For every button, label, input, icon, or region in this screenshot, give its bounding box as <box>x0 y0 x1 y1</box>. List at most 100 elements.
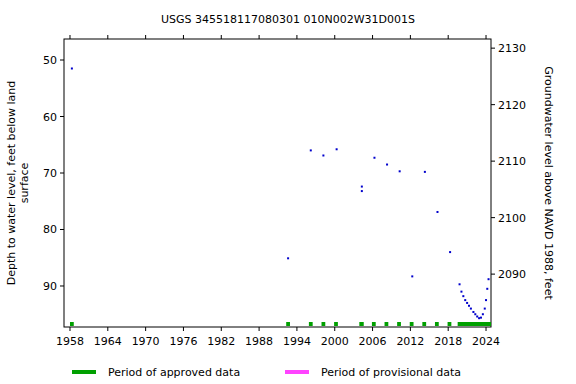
data-point <box>486 288 488 290</box>
y-tick <box>60 173 64 174</box>
data-point <box>361 186 363 188</box>
x-tick-label: 1964 <box>94 335 122 348</box>
x-tick-top <box>259 35 260 39</box>
period-bar <box>458 322 491 326</box>
y-tick-label: 50 <box>43 54 57 67</box>
period-bar <box>422 322 426 326</box>
x-tick <box>107 327 108 331</box>
data-point <box>310 149 312 151</box>
title: USGS 345518117080301 010N002W31D001S <box>161 13 415 26</box>
legend-label: Period of provisional data <box>321 366 461 379</box>
x-tick <box>448 327 449 331</box>
plot-marks <box>70 67 491 326</box>
data-point <box>472 311 474 313</box>
x-tick-top <box>183 35 184 39</box>
period-bar <box>286 322 290 326</box>
x-tick <box>69 327 70 331</box>
x-tick-top <box>486 35 487 39</box>
x-tick-top <box>448 35 449 39</box>
x-tick <box>296 327 297 331</box>
x-tick <box>334 327 335 331</box>
y2-tick <box>491 274 495 275</box>
data-point <box>488 278 490 280</box>
data-point <box>480 317 482 319</box>
plot-frame <box>64 39 491 327</box>
y2-tick <box>491 104 495 105</box>
period-bar <box>359 322 363 326</box>
x-tick-label: 1976 <box>169 335 197 348</box>
x-tick <box>486 327 487 331</box>
x-tick-top <box>372 35 373 39</box>
x-tick-label: 1970 <box>132 335 160 348</box>
x-tick-label: 2006 <box>359 335 387 348</box>
y2-tick <box>491 217 495 218</box>
x-tick-label: 2012 <box>396 335 424 348</box>
x-tick <box>372 327 373 331</box>
data-point <box>361 190 363 192</box>
y-tick-label: 90 <box>43 280 57 293</box>
x-tick <box>145 327 146 331</box>
data-point <box>464 299 466 301</box>
legend-label: Period of approved data <box>108 366 240 379</box>
x-tick-label: 1988 <box>245 335 273 348</box>
period-bar <box>334 322 338 326</box>
data-point <box>322 154 324 156</box>
data-point <box>411 275 413 277</box>
y-tick <box>60 60 64 61</box>
x-tick-top <box>145 35 146 39</box>
x-tick-label: 1958 <box>56 335 84 348</box>
period-bar <box>397 322 401 326</box>
chart: USGS 345518117080301 010N002W31D001S 1958… <box>0 0 576 384</box>
data-point <box>466 302 468 304</box>
data-point <box>484 308 486 310</box>
data-point <box>478 317 480 319</box>
period-bar <box>70 322 74 326</box>
y-tick-label: 70 <box>43 167 57 180</box>
y2-tick <box>491 161 495 162</box>
x-tick <box>410 327 411 331</box>
data-point <box>476 315 478 317</box>
data-point <box>462 295 464 297</box>
data-point <box>468 305 470 307</box>
y2-tick-label: 2130 <box>498 42 526 55</box>
period-bar <box>372 322 376 326</box>
x-tick-top <box>334 35 335 39</box>
data-point <box>449 251 451 253</box>
y-axis-label-line: Depth to water level, feet below land <box>5 81 18 286</box>
y-tick <box>60 229 64 230</box>
period-bar <box>435 322 439 326</box>
x-tick-label: 2018 <box>434 335 462 348</box>
data-point <box>336 148 338 150</box>
y-tick-label: 60 <box>43 111 57 124</box>
data-point <box>287 257 289 259</box>
x-tick-label: 2024 <box>472 335 500 348</box>
data-point <box>436 211 438 213</box>
x-tick <box>183 327 184 331</box>
x-tick-top <box>410 35 411 39</box>
data-point <box>399 170 401 172</box>
y2-tick <box>491 48 495 49</box>
y2-tick-label: 2090 <box>498 268 526 281</box>
period-bar <box>385 322 389 326</box>
data-point <box>424 171 426 173</box>
data-point <box>482 313 484 315</box>
x-tick-top <box>296 35 297 39</box>
data-point <box>470 308 472 310</box>
x-tick-label: 1994 <box>283 335 311 348</box>
y2-tick-label: 2120 <box>498 99 526 112</box>
legend-swatch <box>72 370 96 374</box>
legend-swatch <box>285 370 309 374</box>
x-tick-top <box>107 35 108 39</box>
x-tick <box>259 327 260 331</box>
y-tick-label: 80 <box>43 223 57 236</box>
period-bar <box>410 322 414 326</box>
y2-axis-label: Groundwater level above NAVD 1988, feet <box>542 66 555 300</box>
y2-tick-label: 2110 <box>498 155 526 168</box>
data-point <box>460 291 462 293</box>
period-bar <box>448 322 452 326</box>
x-tick-label: 1982 <box>207 335 235 348</box>
data-point <box>71 67 73 69</box>
data-point <box>485 299 487 301</box>
y2-tick-label: 2100 <box>498 212 526 225</box>
x-tick-label: 2000 <box>321 335 349 348</box>
